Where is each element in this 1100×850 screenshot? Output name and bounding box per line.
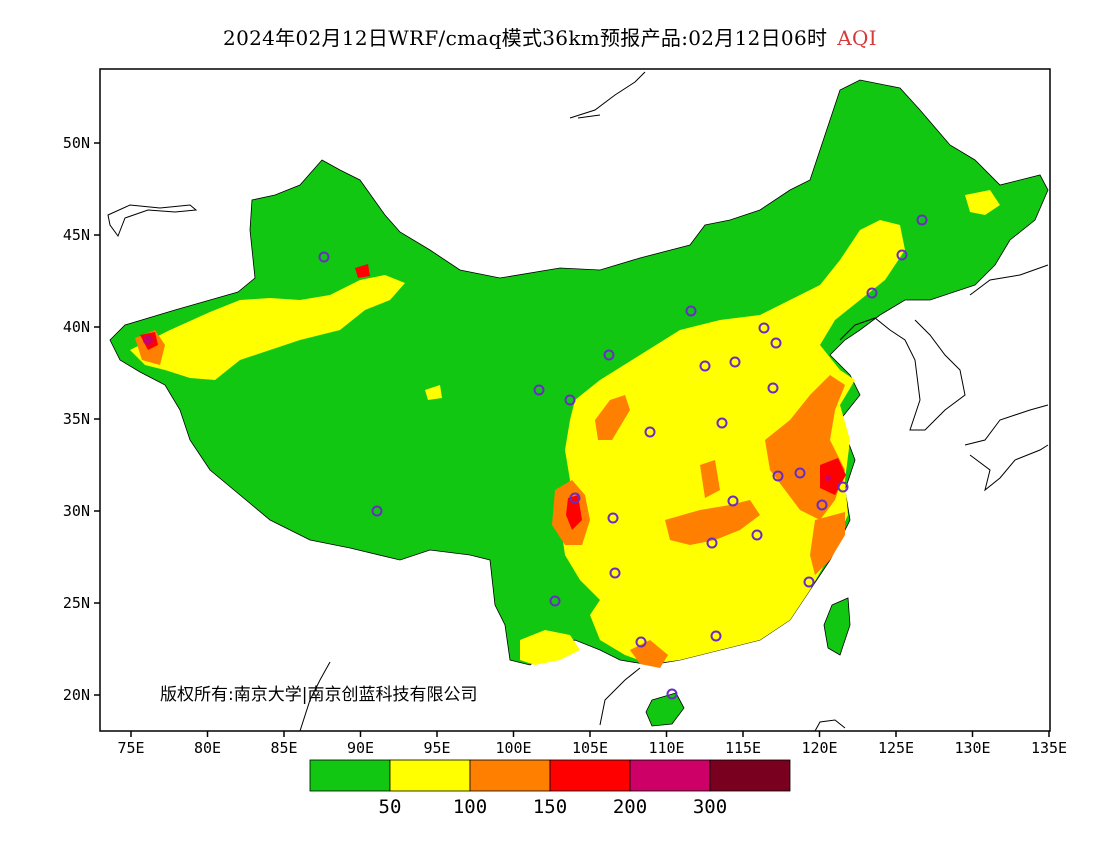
lat-tick-label: 35N bbox=[63, 410, 90, 428]
zone-xinjiang bbox=[130, 275, 405, 380]
city-marker bbox=[767, 382, 779, 394]
zone-shanghai-core bbox=[825, 475, 831, 481]
lon-axis: 75E 80E 85E 90E 95E 100E 105E 110E 115E 120E 125E 1… bbox=[117, 731, 1067, 757]
caspian-coast bbox=[107, 204, 198, 238]
city-marker bbox=[710, 630, 722, 642]
city-marker bbox=[729, 356, 741, 368]
city-marker bbox=[549, 595, 561, 607]
legend-swatch bbox=[309, 759, 391, 792]
title-variable: AQI bbox=[837, 26, 877, 50]
zone-henan bbox=[700, 460, 720, 498]
city-marker bbox=[371, 505, 383, 517]
city-marker bbox=[706, 537, 718, 549]
city-marker bbox=[794, 467, 806, 479]
city-marker bbox=[603, 349, 615, 361]
philippines-coast bbox=[814, 719, 846, 732]
lat-axis: 20N 25N 30N 35N 40N 45N 50N bbox=[63, 134, 100, 704]
lon-tick-label: 135E bbox=[1031, 739, 1067, 757]
legend-label: 150 bbox=[533, 796, 567, 818]
city-marker bbox=[803, 576, 815, 588]
legend bbox=[309, 759, 791, 792]
lon-tick-label: 105E bbox=[572, 739, 608, 757]
city-marker bbox=[685, 305, 697, 317]
lat-tick-label: 50N bbox=[63, 134, 90, 152]
korea-coast bbox=[889, 319, 966, 431]
city-marker bbox=[896, 249, 908, 261]
legend-swatch bbox=[469, 759, 551, 792]
city-marker bbox=[772, 470, 784, 482]
zone-hubei bbox=[665, 500, 760, 545]
map-title: 2024年02月12日WRF/cmaq模式36km预报产品:02月12日06时 A… bbox=[0, 22, 1100, 51]
zone-south-yunnan bbox=[520, 630, 580, 665]
lat-tick-label: 45N bbox=[63, 226, 90, 244]
zone-kashgar-core bbox=[143, 335, 153, 345]
legend-label: 300 bbox=[693, 796, 727, 818]
lon-tick-label: 120E bbox=[801, 739, 837, 757]
city-marker bbox=[758, 322, 770, 334]
lat-tick-label: 20N bbox=[63, 686, 90, 704]
city-marker bbox=[770, 337, 782, 349]
legend-swatch bbox=[389, 759, 471, 792]
japan-coast bbox=[964, 404, 1049, 492]
sakhalin-coast bbox=[569, 71, 646, 119]
title-main: 2024年02月12日WRF/cmaq模式36km预报产品:02月12日06时 bbox=[223, 26, 828, 50]
zone-tibet-patch bbox=[425, 385, 442, 400]
legend-swatch bbox=[709, 759, 791, 792]
china-east-sea-coast bbox=[839, 317, 891, 341]
legend-label: 50 bbox=[379, 796, 402, 818]
zone-chongqing bbox=[566, 495, 582, 530]
lat-tick-label: 40N bbox=[63, 318, 90, 336]
city-marker bbox=[318, 251, 330, 263]
city-marker bbox=[635, 636, 647, 648]
city-marker bbox=[837, 481, 849, 493]
copyright-notice: 版权所有:南京大学|南京创蓝科技有限公司 bbox=[160, 685, 478, 705]
city-marker bbox=[666, 688, 678, 700]
city-marker bbox=[607, 512, 619, 524]
legend-label: 200 bbox=[613, 796, 647, 818]
city-marker bbox=[699, 360, 711, 372]
city-marker bbox=[727, 495, 739, 507]
zone-zhejiang bbox=[810, 512, 845, 575]
city-marker bbox=[533, 384, 545, 396]
city-marker bbox=[644, 426, 656, 438]
lon-tick-label: 125E bbox=[878, 739, 914, 757]
zone-shaanxi bbox=[595, 395, 630, 440]
lon-tick-label: 90E bbox=[347, 739, 374, 757]
lon-tick-label: 115E bbox=[725, 739, 761, 757]
city-marker bbox=[866, 287, 878, 299]
neighbour-coastlines bbox=[107, 71, 1049, 732]
indochina-coast bbox=[299, 661, 641, 732]
legend-labels: 50 100 150 200 300 bbox=[379, 796, 728, 818]
lon-tick-label: 100E bbox=[495, 739, 531, 757]
city-marker bbox=[716, 417, 728, 429]
lon-tick-label: 95E bbox=[423, 739, 450, 757]
city-marker bbox=[816, 499, 828, 511]
lon-tick-label: 110E bbox=[648, 739, 684, 757]
lon-tick-label: 80E bbox=[194, 739, 221, 757]
legend-swatch bbox=[629, 759, 711, 792]
aqi-zone-very-unhealthy bbox=[143, 335, 831, 481]
zone-northeast bbox=[965, 190, 1000, 215]
legend-swatch bbox=[549, 759, 631, 792]
lat-tick-label: 25N bbox=[63, 594, 90, 612]
city-marker bbox=[564, 394, 576, 406]
city-marker bbox=[751, 529, 763, 541]
zone-north-xinjiang bbox=[355, 264, 370, 278]
lat-tick-label: 30N bbox=[63, 502, 90, 520]
russia-coast bbox=[969, 264, 1049, 296]
city-markers bbox=[318, 214, 928, 700]
lon-tick-label: 130E bbox=[954, 739, 990, 757]
city-marker bbox=[916, 214, 928, 226]
city-marker bbox=[609, 567, 621, 579]
city-marker bbox=[569, 492, 581, 504]
legend-label: 100 bbox=[453, 796, 487, 818]
lon-tick-label: 85E bbox=[270, 739, 297, 757]
lon-tick-label: 75E bbox=[117, 739, 144, 757]
taiwan bbox=[823, 597, 851, 656]
